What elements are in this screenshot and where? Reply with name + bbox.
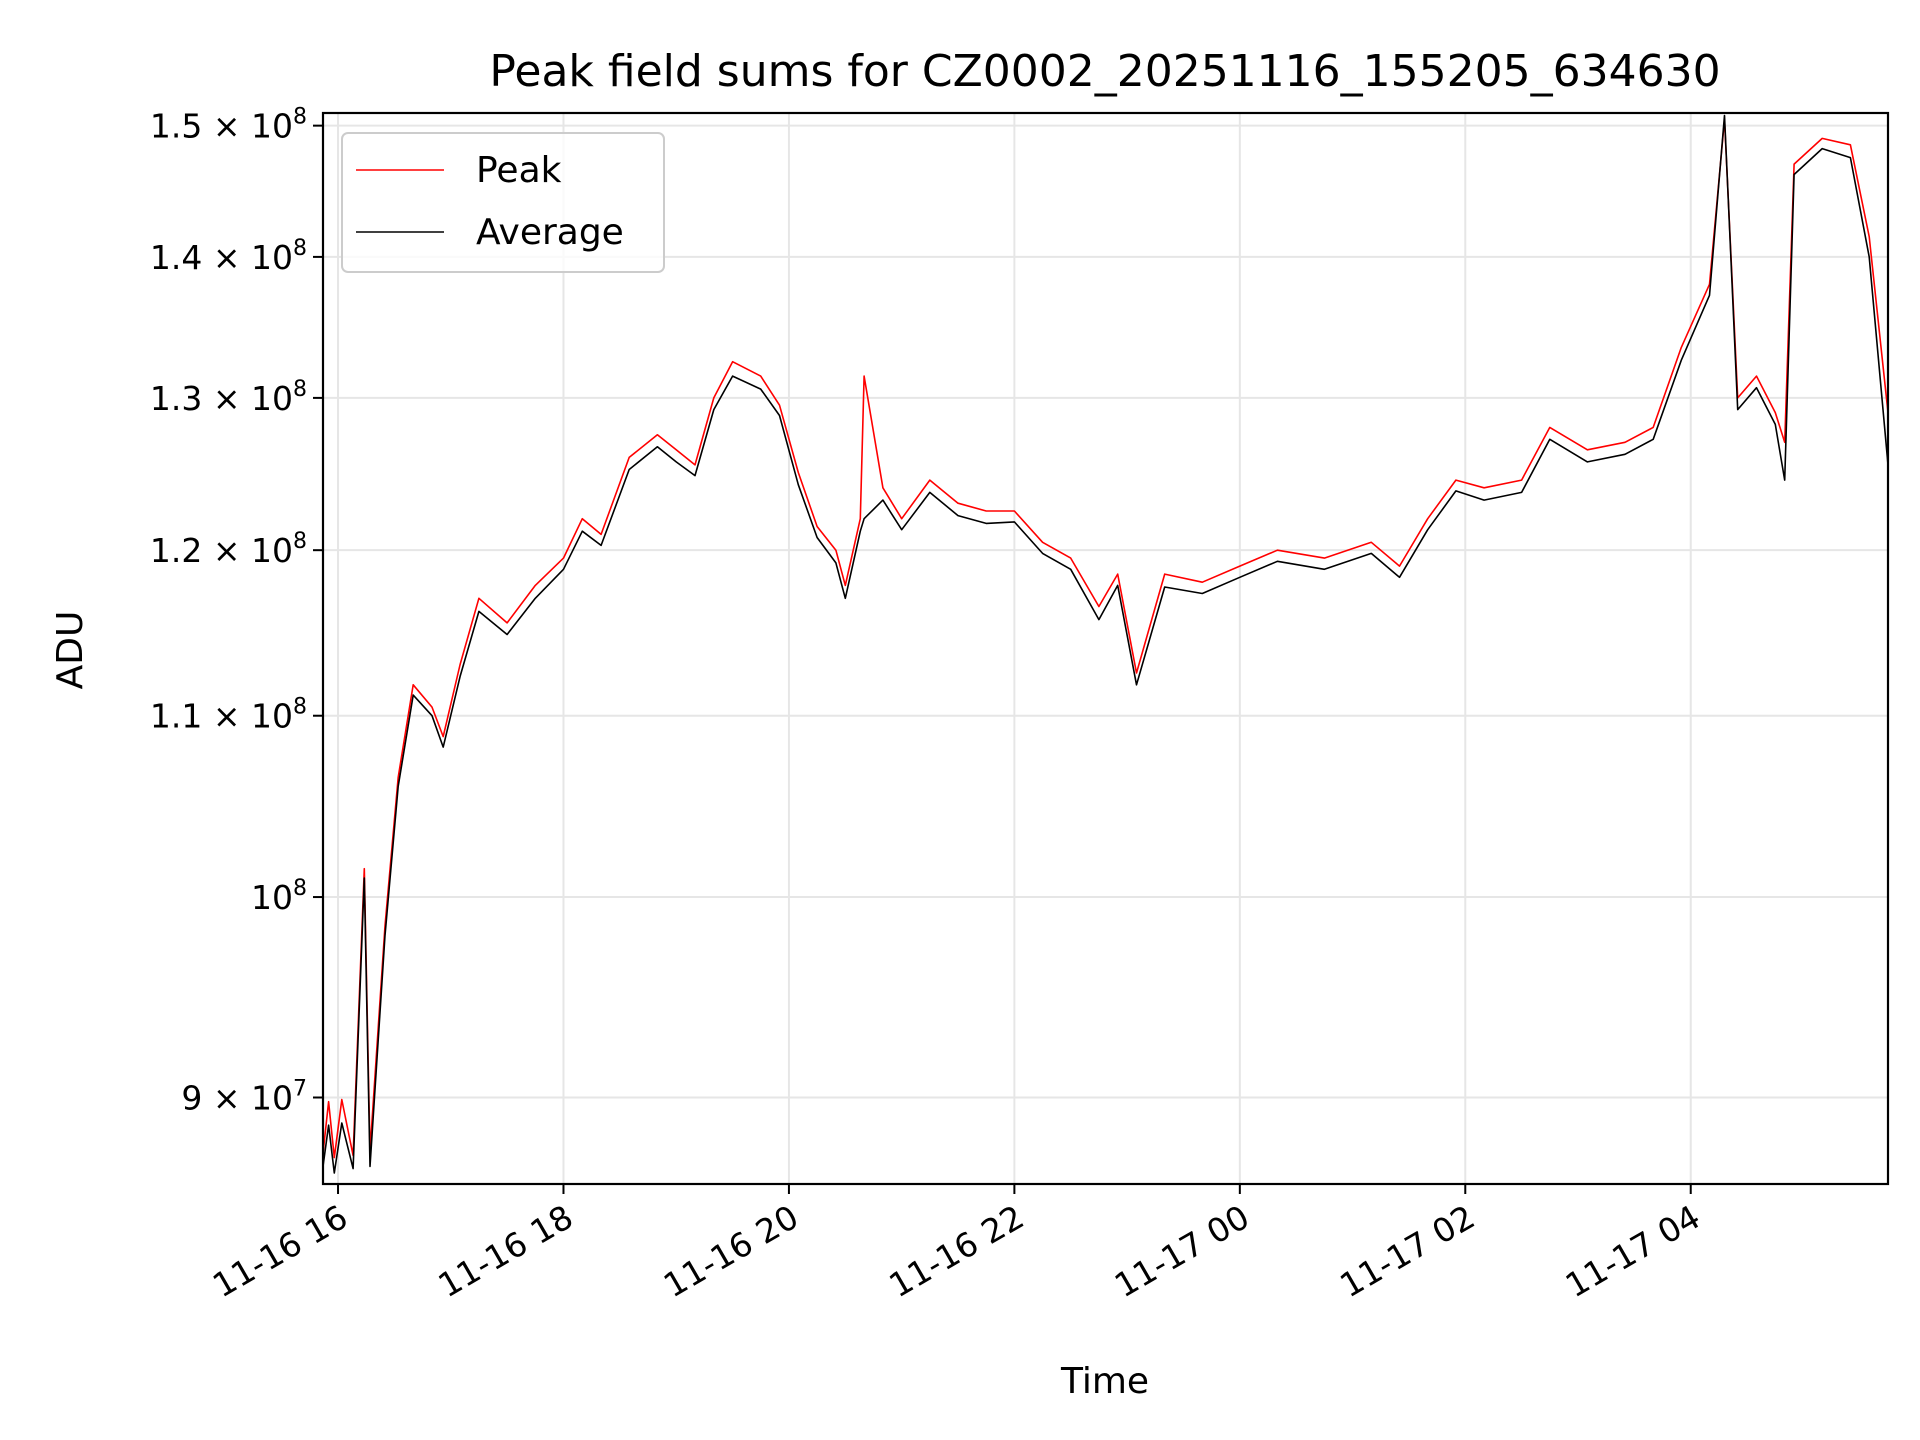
- legend-average-label: Average: [476, 212, 624, 253]
- chart-title: Peak field sums for CZ0002_20251116_1552…: [489, 46, 1720, 97]
- y-tick-exponent: 8: [293, 695, 307, 720]
- y-tick-base: 1.1 × 10: [150, 697, 293, 736]
- legend-box: [341, 132, 665, 273]
- legend: Peak Average: [341, 132, 665, 273]
- plot-frame: [321, 111, 1890, 1186]
- y-tick-label: 1.4 × 108: [150, 236, 307, 277]
- y-tick-label: 1.2 × 108: [150, 529, 307, 570]
- y-tick-base: 1.4 × 10: [150, 238, 293, 277]
- y-tick-exponent: 8: [293, 105, 307, 130]
- y-tick-label: 1.3 × 108: [150, 377, 307, 418]
- series-layer: [323, 114, 1888, 1174]
- y-tick-base: 10: [251, 878, 293, 917]
- y-tick-label: 1.1 × 108: [150, 695, 307, 736]
- y-tick-label: 9 × 107: [181, 1077, 307, 1118]
- y-tick-base: 1.5 × 10: [150, 107, 293, 146]
- y-tick-exponent: 8: [293, 236, 307, 261]
- legend-peak-label: Peak: [476, 150, 562, 191]
- y-tick-exponent: 8: [293, 377, 307, 402]
- y-tick-base: 1.2 × 10: [150, 531, 293, 570]
- y-tick-exponent: 8: [293, 876, 307, 901]
- series-line-peak: [323, 118, 1888, 1159]
- y-tick-base: 9 × 10: [181, 1079, 293, 1118]
- y-tick-label: 1.5 × 108: [150, 105, 307, 146]
- y-tick-label: 108: [251, 876, 307, 917]
- y-axis-label: ADU: [50, 611, 91, 690]
- series-line-average: [323, 114, 1888, 1174]
- grid-lines: [323, 113, 1888, 1184]
- x-axis-label: Time: [1060, 1361, 1149, 1402]
- y-tick-exponent: 7: [293, 1077, 307, 1102]
- y-tick-exponent: 8: [293, 529, 307, 554]
- y-tick-base: 1.3 × 10: [150, 379, 293, 418]
